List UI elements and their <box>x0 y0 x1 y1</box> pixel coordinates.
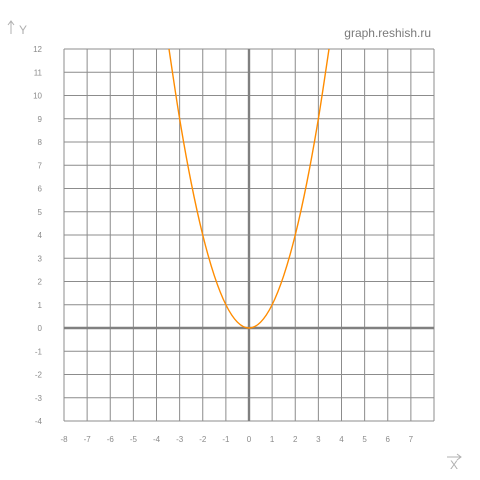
y-tick-label: 11 <box>34 68 43 77</box>
x-tick-label: -4 <box>153 435 161 444</box>
x-tick-label: 5 <box>362 435 367 444</box>
y-tick-label: 10 <box>33 92 42 101</box>
y-tick-label: 1 <box>38 301 43 310</box>
y-tick-label: 9 <box>38 115 43 124</box>
y-tick-label: 5 <box>38 208 43 217</box>
y-axis-arrow-icon <box>7 20 15 34</box>
x-tick-label: -3 <box>176 435 184 444</box>
x-tick-label: -6 <box>107 435 115 444</box>
x-tick-labels: -8 -7 -6 -5 -4 -3 -2 -1 0 1 2 3 4 5 6 7 <box>60 435 413 444</box>
x-tick-label: 6 <box>386 435 391 444</box>
x-tick-label: 2 <box>293 435 298 444</box>
watermark-text: graph.reshish.ru <box>344 26 431 40</box>
x-tick-label: 0 <box>247 435 252 444</box>
y-tick-label: 3 <box>38 254 43 263</box>
x-tick-label: -7 <box>84 435 92 444</box>
y-tick-label: -2 <box>35 371 43 380</box>
y-tick-label: -1 <box>35 347 43 356</box>
series-layer <box>168 48 330 329</box>
x-tick-label: 1 <box>270 435 275 444</box>
x-tick-label: 7 <box>409 435 414 444</box>
y-tick-label: 4 <box>38 231 43 240</box>
y-tick-label: 12 <box>33 45 42 54</box>
y-tick-label: 0 <box>38 324 43 333</box>
y-axis-label: Y <box>19 23 27 37</box>
x-tick-label: -8 <box>60 435 68 444</box>
x-tick-label: -2 <box>199 435 207 444</box>
x-tick-label: 4 <box>339 435 344 444</box>
x-axis-label: X <box>450 458 458 472</box>
x-tick-label: -5 <box>130 435 138 444</box>
y-tick-label: 6 <box>38 185 43 194</box>
series-curve <box>168 48 330 329</box>
y-tick-label: 8 <box>38 138 43 147</box>
y-tick-label: -3 <box>35 394 43 403</box>
x-axis-arrow-icon <box>447 453 462 461</box>
y-tick-label: 7 <box>38 161 43 170</box>
x-tick-label: 3 <box>316 435 321 444</box>
y-tick-label: 2 <box>38 278 43 287</box>
x-tick-label: -1 <box>222 435 230 444</box>
y-tick-label: -4 <box>35 417 43 426</box>
